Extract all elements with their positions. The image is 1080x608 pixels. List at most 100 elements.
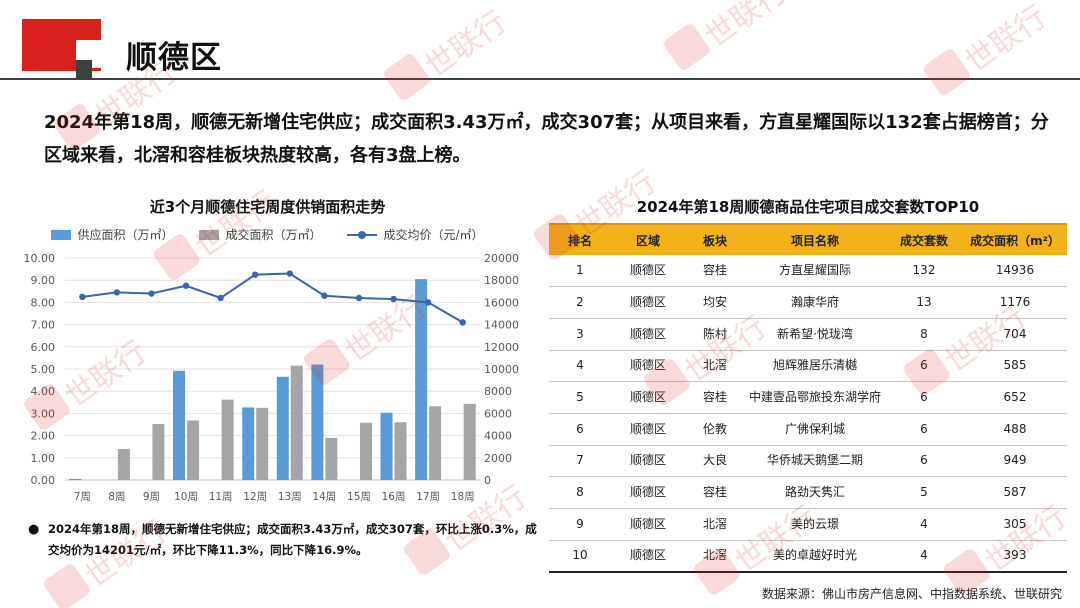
cell-district: 顺德区: [611, 445, 685, 478]
cell-block: 容桂: [685, 255, 745, 288]
cell-units: 13: [885, 286, 963, 319]
cell-rank: 10: [549, 540, 611, 573]
cell-project: 中建壹品鄂旅投东湖学府: [745, 381, 885, 414]
x-tick-label: 9周: [143, 491, 160, 503]
cell-area: 14936: [963, 255, 1067, 288]
bar-deal: [221, 399, 234, 480]
watermark-text: 世联行: [959, 0, 1053, 80]
x-tick-label: 15周: [347, 491, 371, 503]
price-point: [459, 319, 466, 326]
cell-area: 393: [963, 540, 1067, 573]
table-row: 9 顺德区 北滘 美的云璟 4 305: [549, 508, 1067, 541]
x-tick-label: 12周: [243, 491, 267, 503]
table-header-row: 排名 区域 板块 项目名称 成交套数 成交面积（m²）: [549, 223, 1067, 255]
cell-area: 488: [963, 413, 1067, 446]
legend-swatch-deal: [199, 229, 220, 240]
cell-district: 顺德区: [611, 476, 685, 509]
legend-label-supply: 供应面积（万㎡）: [77, 228, 174, 242]
table-row: 3 顺德区 陈村 新希望·悦珑湾 8 704: [549, 318, 1067, 351]
x-tick-label: 13周: [278, 491, 302, 503]
chart-note: ● 2024年第18周，顺德无新增住宅供应；成交面积3.43万㎡，成交307套，…: [28, 519, 538, 561]
cell-block: 容桂: [685, 381, 745, 414]
cell-units: 4: [885, 508, 963, 541]
bar-deal: [152, 424, 165, 480]
legend-item-price: 成交均价（元/㎡）: [347, 226, 484, 243]
chart-note-text: 2024年第18周，顺德无新增住宅供应；成交面积3.43万㎡，成交307套，环比…: [48, 522, 537, 557]
price-point: [321, 292, 328, 299]
y-left-tick-label: 0.00: [31, 474, 56, 487]
page-title: 顺德区: [126, 40, 222, 76]
table-row: 2 顺德区 均安 瀚康华府 13 1176: [549, 286, 1067, 319]
cell-units: 8: [885, 318, 963, 351]
bar-deal: [359, 422, 372, 480]
cell-project: 瀚康华府: [745, 286, 885, 319]
cell-area: 305: [963, 508, 1067, 541]
y-left-tick-label: 5.00: [31, 363, 56, 376]
bar-deal: [325, 437, 338, 480]
table-row: 6 顺德区 伦教 广佛保利城 6 488: [549, 413, 1067, 446]
price-point: [424, 299, 432, 306]
bar-deal: [117, 448, 130, 480]
summary-text: 2024年第18周，顺德无新增住宅供应；成交面积3.43万㎡，成交307套；从项…: [44, 112, 1049, 166]
cell-district: 顺德区: [611, 381, 685, 414]
x-tick-label: 10周: [174, 491, 198, 503]
cell-area: 1176: [963, 286, 1067, 319]
bar-supply: [415, 279, 428, 480]
cell-project: 美的云璟: [745, 508, 885, 541]
cell-district: 顺德区: [611, 508, 685, 541]
table-row: 4顺德区北滘旭辉雅居乐清樾6585: [549, 350, 1067, 383]
cell-project: 华侨城天鹅堡二期: [745, 445, 885, 478]
bar-supply: [173, 370, 186, 480]
data-source: 数据来源：佛山市房产信息网、中指数据系统、世联研究: [761, 587, 1062, 601]
cell-rank: 8: [549, 476, 611, 509]
x-tick-label: 17周: [416, 491, 440, 503]
y-right-tick-label: 6000: [484, 407, 512, 420]
price-point: [355, 294, 363, 302]
legend-label-deal: 成交面积（万㎡）: [225, 228, 322, 242]
cell-block: 北滘: [685, 540, 745, 573]
header-district: 区域: [611, 223, 685, 255]
cell-district: 顺德区: [611, 540, 685, 573]
cell-rank: 7: [549, 445, 611, 478]
y-left-tick-label: 8.00: [31, 296, 56, 309]
legend-swatch-supply: [51, 229, 72, 240]
cell-rank: 2: [549, 286, 611, 319]
cell-rank: 6: [549, 413, 611, 446]
y-left-tick-label: 1.00: [31, 452, 56, 465]
y-right-tick-label: 14000: [484, 319, 519, 332]
bar-deal: [429, 406, 442, 480]
y-right-tick-label: 2000: [484, 452, 512, 465]
cell-area: 704: [963, 318, 1067, 351]
price-point: [182, 282, 190, 289]
price-point: [390, 295, 397, 303]
price-point: [217, 294, 224, 302]
x-tick-label: 11周: [209, 491, 233, 503]
legend-item-supply: 供应面积（万㎡）: [51, 226, 173, 243]
legend-swatch-price: [347, 230, 378, 240]
cell-units: 4: [885, 540, 963, 573]
table-row: 10顺德区北滘美的卓越好时光4393: [549, 540, 1067, 573]
bar-deal: [394, 422, 407, 480]
series-line-price: [82, 272, 464, 324]
legend-label-price: 成交均价（元/㎡）: [383, 228, 484, 242]
y-right-tick-label: 18000: [484, 274, 519, 287]
y-left-tick-label: 2.00: [31, 430, 56, 443]
cell-units: 6: [885, 445, 963, 478]
cell-project: 路劲天隽汇: [745, 476, 885, 509]
cell-project: 方直星耀国际: [745, 255, 885, 288]
bar-supply: [276, 376, 289, 480]
y-right-tick-label: 10000: [484, 363, 519, 376]
y-left-tick-label: 9.00: [31, 274, 56, 287]
combo-chart: 0.00 1.00 2.00 3.00 4.00 5.00 6.00 7.00 8.00 9.00…: [24, 252, 520, 503]
table-title: 2024年第18周顺德商品住宅项目成交套数TOP10: [636, 198, 980, 216]
price-point: [252, 271, 259, 278]
cell-units: 6: [885, 413, 963, 446]
cell-block: 北滘: [685, 508, 745, 541]
y-left-tick-label: 7.00: [31, 319, 56, 332]
price-point: [286, 270, 293, 277]
cell-rank: 3: [549, 318, 611, 351]
cell-units: 6: [885, 381, 963, 414]
x-tick-label: 7周: [74, 491, 91, 503]
note-bullet-icon: ●: [28, 522, 40, 537]
cell-block: 北滘: [685, 350, 745, 383]
